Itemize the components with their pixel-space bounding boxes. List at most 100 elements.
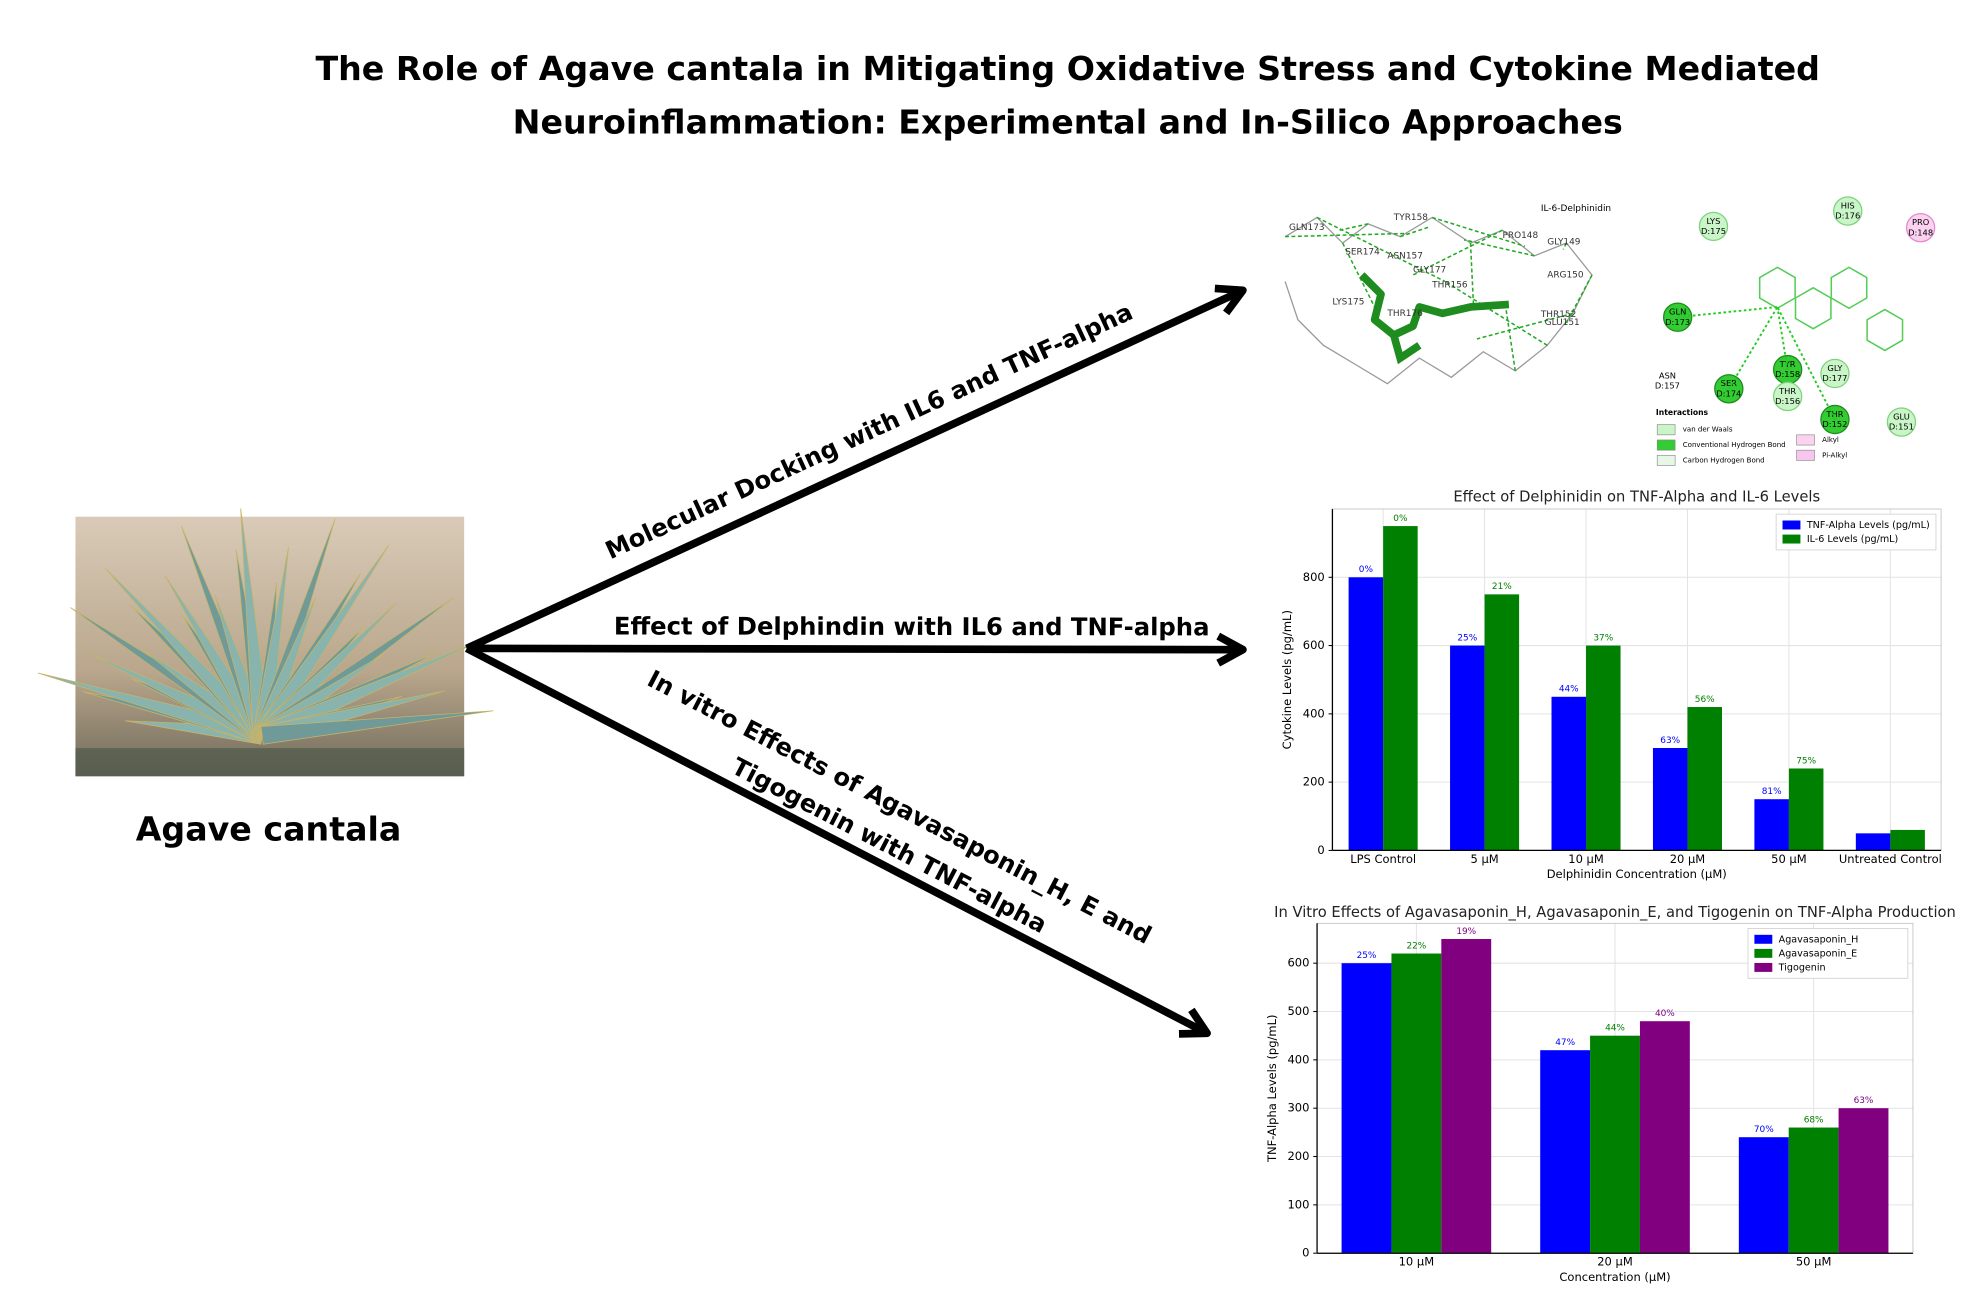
residue-label: GLU151 [1545, 318, 1580, 328]
dash-bond [1565, 274, 1593, 324]
percent-label: 63% [1854, 1096, 1874, 1106]
bar [1484, 594, 1520, 851]
legend-text: van der Waals [1683, 425, 1733, 434]
residue-id: D:175 [1701, 226, 1726, 236]
legend-swatch [1754, 948, 1773, 958]
bar [1391, 953, 1442, 1254]
dash-bond [1339, 223, 1369, 231]
residue-node [1820, 358, 1850, 389]
residue-label: ARG150 [1547, 271, 1584, 281]
x-tick-label: 5 μM [1470, 852, 1498, 866]
y-tick-label: 400 [1287, 1052, 1309, 1066]
bar [1890, 829, 1925, 851]
residue-node [1886, 407, 1917, 437]
percent-label: 0% [1393, 514, 1407, 524]
percent-label: 25% [1457, 633, 1477, 643]
bar [1754, 799, 1789, 851]
percent-label: 37% [1593, 633, 1613, 643]
arrow-line [464, 644, 1209, 1037]
percent-label: 44% [1605, 1024, 1625, 1034]
dash-bond [1399, 226, 1430, 238]
legend-label: Tigogenin [1778, 963, 1826, 974]
legend-label: Agavasaponin_H [1779, 934, 1859, 945]
residue-id: D:173 [1665, 317, 1690, 327]
bar [1855, 833, 1891, 851]
residue-label: TYR158 [1393, 213, 1429, 223]
dash-bond [1285, 232, 1407, 238]
x-tick-label: Untreated Control [1839, 852, 1942, 866]
legend-text: Alkyl [1822, 435, 1839, 444]
dash-bond [1469, 242, 1475, 311]
residue-name: ASN [1659, 371, 1676, 381]
legend-text: Conventional Hydrogen Bond [1683, 440, 1786, 449]
residue-label: THR152 [1540, 310, 1576, 320]
bar [1540, 1050, 1591, 1254]
chart-title: Effect of Delphinidin on TNF-Alpha and I… [1453, 488, 1820, 505]
y-tick-label: 500 [1287, 1004, 1309, 1018]
arrow-line [465, 286, 1245, 652]
arrow-label: Effect of Delphindin with IL6 and TNF-al… [614, 611, 1210, 641]
y-tick-label: 0 [1302, 1246, 1309, 1260]
y-tick-label: 600 [1287, 956, 1309, 970]
legend-text: Carbon Hydrogen Bond [1683, 455, 1765, 464]
y-axis-label: Cytokine Levels (pg/mL) [1280, 610, 1294, 749]
y-tick-label: 200 [1287, 1149, 1309, 1163]
plot-frame [1332, 508, 1942, 851]
percent-label: 81% [1762, 787, 1782, 797]
percent-label: 56% [1695, 695, 1715, 705]
residue-name: THR [1825, 409, 1843, 419]
dash-bond [1504, 306, 1517, 372]
percent-label: 22% [1406, 941, 1426, 951]
legend-title: Interactions [1656, 408, 1709, 417]
x-tick-label: 10 μM [1568, 852, 1604, 866]
residue-label: THR176 [1386, 309, 1423, 319]
residue-id: D:156 [1775, 396, 1800, 406]
legend-swatch [1656, 424, 1676, 436]
residue-name: HIS [1841, 200, 1855, 210]
dash-bond [1444, 280, 1548, 346]
bar [1383, 526, 1418, 851]
residue-label: GLY149 [1547, 237, 1581, 247]
percent-label: 70% [1754, 1125, 1774, 1135]
legend-text: Pi-Alkyl [1822, 450, 1847, 459]
residue-label: GLY177 [1413, 265, 1446, 275]
dash-bond [1463, 239, 1535, 257]
legend-swatch [1754, 934, 1773, 944]
y-tick-label: 100 [1287, 1197, 1309, 1211]
y-tick-label: 800 [1303, 570, 1325, 584]
bar [1652, 747, 1688, 851]
percent-label: 19% [1456, 927, 1476, 937]
x-tick-label: 20 μM [1670, 852, 1706, 866]
bar [1590, 1035, 1640, 1254]
chart-title: In Vitro Effects of Agavasaponin_H, Agav… [1274, 904, 1956, 921]
residue-name: LYS [1707, 216, 1721, 226]
arrow-head [1214, 284, 1247, 316]
title-line: The Role of Agave cantala in Mitigating … [315, 49, 1819, 88]
ring [1758, 266, 1796, 310]
legend-swatch [1656, 439, 1676, 451]
percent-label: 0% [1359, 565, 1373, 575]
residue-name: GLU [1893, 411, 1910, 421]
percent-label: 40% [1655, 1009, 1675, 1019]
x-axis-label: Concentration (μM) [1559, 1270, 1670, 1284]
ring [1866, 308, 1904, 352]
residue-node [1698, 211, 1729, 242]
bar [1788, 768, 1824, 851]
y-tick-label: 0 [1317, 843, 1324, 857]
hbond [1727, 306, 1779, 390]
residue-id: D:148 [1908, 227, 1933, 237]
legend-box [1747, 928, 1909, 979]
bar [1586, 645, 1621, 851]
docking-3d: IL-6-Delphinidin GLN173 TYR158 SER174 ASN157… [1284, 204, 1611, 385]
residue-id: D:174 [1716, 388, 1741, 398]
bar [1551, 696, 1587, 851]
hbond [1776, 306, 1836, 420]
arrow-head [1178, 1007, 1211, 1038]
residue-label: GLN173 [1289, 223, 1325, 233]
ligand [1359, 272, 1510, 339]
y-tick-label: 300 [1287, 1101, 1309, 1115]
legend-swatch [1656, 454, 1676, 466]
dash-bond [1412, 229, 1503, 276]
residue-name: SER [1721, 378, 1738, 388]
y-tick-label: 200 [1303, 775, 1325, 789]
